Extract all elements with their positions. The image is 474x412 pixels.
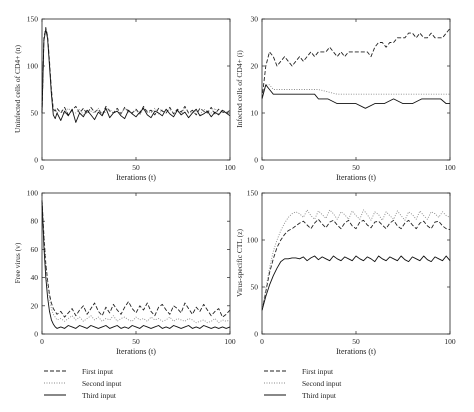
series-line-dotted (261, 84, 450, 100)
y-tick-label: 0 (254, 330, 258, 339)
legend-item: First input (264, 367, 334, 376)
series-group (261, 209, 451, 311)
tick-group: 0 50 100 0 50 100 150 (247, 189, 456, 347)
legend-label: First input (82, 367, 114, 376)
y-tick-label: 100 (27, 189, 39, 198)
y-tick-label: 30 (251, 15, 259, 24)
series-line-dotted (41, 27, 231, 116)
y-tick-label: 50 (31, 109, 39, 118)
plot-frame (41, 192, 231, 335)
plot-frame (261, 18, 451, 161)
series-group (261, 28, 451, 109)
panel-infected-cells: 0 50 100 0 10 20 30 Iterations (t) Infected ce… (235, 15, 456, 183)
y-axis-label: Free virus (v) (13, 242, 22, 283)
panel-uninfected-cells: 0 50 100 0 50 100 150 Iterations (t) Uninfecte… (13, 15, 236, 183)
y-tick-label: 20 (251, 62, 259, 71)
y-tick-label: 100 (27, 62, 39, 71)
legend-item: First input (44, 367, 114, 376)
x-tick-label: 100 (444, 337, 456, 346)
y-tick-label: 80 (31, 217, 39, 226)
y-tick-label: 60 (31, 245, 39, 254)
y-tick-label: 0 (34, 330, 38, 339)
legend-label: Third input (302, 391, 337, 400)
series-line-dashed (261, 218, 451, 311)
series-line-dotted (261, 209, 451, 311)
series-line-solid (261, 84, 450, 109)
y-tick-label: 0 (34, 156, 38, 165)
y-axis-label: Uninfected cells of CD4+ (n) (13, 45, 22, 133)
x-tick-label: 0 (260, 163, 264, 172)
legend-label: Second input (302, 379, 342, 388)
series-group (41, 27, 231, 123)
x-tick-label: 50 (132, 163, 140, 172)
legend-label: Second input (82, 379, 122, 388)
x-axis-label: Iterations (t) (336, 173, 376, 182)
series-line-dashed (41, 200, 231, 318)
series-line-solid (41, 200, 231, 329)
series-line-dotted (41, 200, 231, 324)
x-tick-label: 100 (444, 163, 456, 172)
tick-group: 0 50 100 0 50 100 150 (27, 15, 236, 173)
x-tick-label: 0 (40, 163, 44, 172)
plot-frame (41, 18, 231, 161)
legend-label: Third input (82, 391, 117, 400)
panel-free-virus: 0 50 100 0 20 40 60 80 100 Iterations (t) Free v… (13, 189, 236, 357)
y-tick-label: 50 (251, 283, 259, 292)
y-tick-label: 100 (247, 236, 259, 245)
series-line-dashed (261, 28, 451, 99)
x-tick-label: 50 (352, 337, 360, 346)
x-tick-label: 50 (352, 163, 360, 172)
x-tick-label: 0 (40, 337, 44, 346)
legend-right: First input Second input Third input (264, 367, 342, 400)
x-axis-label: Iterations (t) (116, 173, 156, 182)
series-line-solid (261, 255, 451, 311)
tick-group: 0 50 100 0 20 40 60 80 100 (27, 189, 236, 347)
y-axis-label: Virus-specific CTL (z) (235, 229, 244, 297)
tick-group: 0 50 100 0 10 20 30 (251, 15, 456, 173)
series-group (41, 200, 231, 329)
legend-left: First input Second input Third input (44, 367, 122, 400)
y-tick-label: 150 (247, 189, 259, 198)
x-tick-label: 100 (224, 337, 236, 346)
legend-item: Second input (44, 379, 122, 388)
x-axis-label: Iterations (t) (336, 347, 376, 356)
series-line-solid (41, 28, 231, 123)
x-axis-label: Iterations (t) (116, 347, 156, 356)
x-tick-label: 0 (260, 337, 264, 346)
legend-item: Third input (44, 391, 117, 400)
y-axis-label: Infected cells of CD4+ (i) (235, 50, 244, 128)
legend-item: Second input (264, 379, 342, 388)
y-tick-label: 20 (31, 301, 39, 310)
y-tick-label: 150 (27, 15, 39, 24)
y-tick-label: 40 (31, 273, 39, 282)
legend-label: First input (302, 367, 334, 376)
plot-frame (261, 192, 451, 335)
series-line-dashed (41, 27, 231, 116)
legend-item: Third input (264, 391, 337, 400)
y-tick-label: 0 (254, 156, 258, 165)
x-tick-label: 50 (132, 337, 140, 346)
panel-virus-specific-ctl: 0 50 100 0 50 100 150 Iterations (t) Virus-spe… (235, 189, 456, 357)
y-tick-label: 10 (251, 109, 259, 118)
x-tick-label: 100 (224, 163, 236, 172)
